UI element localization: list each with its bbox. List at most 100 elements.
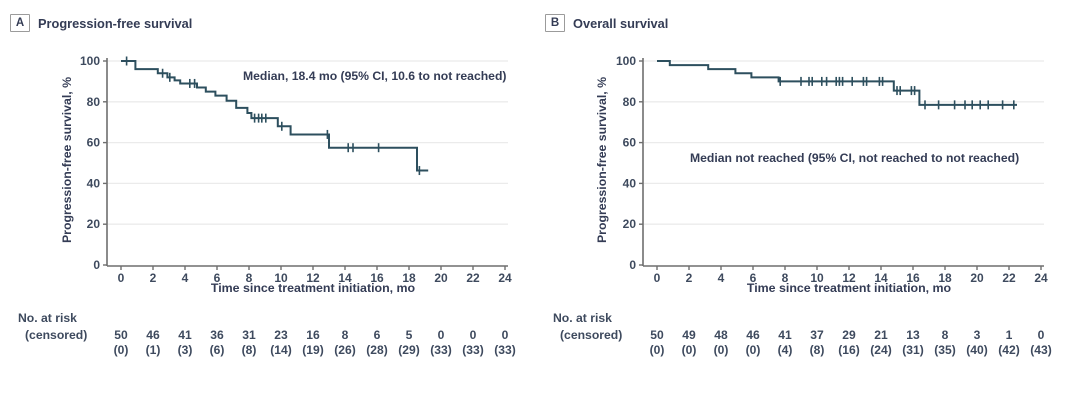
panel-a-x-axis-label: Time since treatment initiation, mo bbox=[210, 281, 416, 295]
survival-step-curve bbox=[121, 60, 429, 172]
risk-censored-count: (0) bbox=[649, 343, 665, 357]
y-tick-label: 100 bbox=[616, 54, 636, 68]
x-tick-label: 6 bbox=[214, 271, 221, 285]
risk-count: 50 bbox=[650, 328, 664, 342]
risk-censored-count: (28) bbox=[366, 343, 388, 357]
risk-count: 36 bbox=[210, 328, 224, 342]
x-tick-label: 12 bbox=[306, 271, 320, 285]
risk-count: 46 bbox=[146, 328, 160, 342]
y-tick-label: 80 bbox=[623, 95, 637, 109]
panel-b-title: Overall survival bbox=[573, 15, 669, 31]
x-tick-label: 14 bbox=[338, 271, 352, 285]
risk-count: 41 bbox=[178, 328, 192, 342]
y-tick-label: 0 bbox=[629, 258, 636, 272]
risk-count: 0 bbox=[501, 328, 509, 342]
risk-censored-count: (26) bbox=[334, 343, 356, 357]
panel-b-median-annotation: Median not reached (95% CI, not reached … bbox=[690, 151, 1020, 165]
risk-censored-count: (43) bbox=[1030, 343, 1052, 357]
risk-censored-count: (6) bbox=[209, 343, 225, 357]
x-tick-label: 24 bbox=[1034, 271, 1048, 285]
risk-censored-count: (31) bbox=[902, 343, 924, 357]
x-tick-label: 2 bbox=[686, 271, 693, 285]
panel-b-risk-header: No. at risk bbox=[553, 311, 612, 325]
x-tick-label: 2 bbox=[150, 271, 157, 285]
x-tick-label: 14 bbox=[874, 271, 888, 285]
risk-count: 0 bbox=[469, 328, 477, 342]
risk-count: 16 bbox=[306, 328, 320, 342]
panel-b-header: B Overall survival bbox=[545, 14, 668, 32]
risk-count: 1 bbox=[1005, 328, 1013, 342]
risk-count: 46 bbox=[746, 328, 760, 342]
panel-a-risk-censored-header: (censored) bbox=[25, 328, 88, 342]
risk-count: 37 bbox=[810, 328, 824, 342]
x-tick-label: 24 bbox=[498, 271, 512, 285]
risk-censored-count: (8) bbox=[809, 343, 825, 357]
risk-censored-count: (40) bbox=[966, 343, 988, 357]
x-tick-label: 0 bbox=[654, 271, 661, 285]
risk-censored-count: (8) bbox=[241, 343, 257, 357]
x-tick-label: 4 bbox=[182, 271, 189, 285]
y-tick-label: 40 bbox=[623, 176, 637, 190]
risk-count: 6 bbox=[373, 328, 381, 342]
risk-count: 29 bbox=[842, 328, 856, 342]
x-tick-label: 6 bbox=[750, 271, 757, 285]
x-tick-label: 8 bbox=[246, 271, 253, 285]
risk-censored-count: (33) bbox=[494, 343, 516, 357]
panel-a-y-axis-label: Progression-free survival, % bbox=[60, 76, 74, 244]
y-tick-label: 0 bbox=[93, 258, 100, 272]
risk-count: 49 bbox=[682, 328, 696, 342]
y-tick-label: 100 bbox=[80, 54, 100, 68]
risk-censored-count: (1) bbox=[145, 343, 161, 357]
x-tick-label: 20 bbox=[434, 271, 448, 285]
risk-censored-count: (16) bbox=[838, 343, 860, 357]
x-tick-label: 18 bbox=[938, 271, 952, 285]
risk-count: 3 bbox=[973, 328, 981, 342]
risk-censored-count: (33) bbox=[430, 343, 452, 357]
panel-b-letter-badge: B bbox=[545, 14, 565, 32]
y-tick-label: 40 bbox=[87, 176, 101, 190]
risk-censored-count: (35) bbox=[934, 343, 956, 357]
x-tick-label: 16 bbox=[906, 271, 920, 285]
risk-count: 23 bbox=[274, 328, 288, 342]
x-tick-label: 20 bbox=[970, 271, 984, 285]
y-tick-label: 60 bbox=[87, 136, 101, 150]
risk-count: 13 bbox=[906, 328, 920, 342]
risk-censored-count: (29) bbox=[398, 343, 420, 357]
risk-censored-count: (0) bbox=[745, 343, 761, 357]
panel-b-y-axis-label: Progression-free survival, % bbox=[595, 76, 609, 244]
risk-count: 0 bbox=[437, 328, 445, 342]
risk-censored-count: (0) bbox=[713, 343, 729, 357]
risk-censored-count: (3) bbox=[177, 343, 193, 357]
risk-censored-count: (19) bbox=[302, 343, 324, 357]
y-tick-label: 60 bbox=[623, 136, 637, 150]
x-tick-label: 16 bbox=[370, 271, 384, 285]
survival-step-curve bbox=[657, 60, 1017, 106]
risk-censored-count: (42) bbox=[998, 343, 1020, 357]
panel-a-risk-header: No. at risk bbox=[18, 311, 77, 325]
y-tick-label: 80 bbox=[87, 95, 101, 109]
risk-censored-count: (14) bbox=[270, 343, 292, 357]
panel-a-title: Progression-free survival bbox=[38, 15, 193, 31]
x-tick-label: 4 bbox=[718, 271, 725, 285]
x-tick-label: 0 bbox=[118, 271, 125, 285]
risk-count: 50 bbox=[114, 328, 128, 342]
risk-count: 41 bbox=[778, 328, 792, 342]
risk-count: 0 bbox=[1037, 328, 1045, 342]
risk-censored-count: (0) bbox=[681, 343, 697, 357]
x-tick-label: 12 bbox=[842, 271, 856, 285]
x-tick-label: 10 bbox=[274, 271, 288, 285]
x-tick-label: 18 bbox=[402, 271, 416, 285]
panel-a-header: A Progression-free survival bbox=[10, 14, 192, 32]
risk-count: 5 bbox=[405, 328, 413, 342]
risk-censored-count: (4) bbox=[777, 343, 793, 357]
risk-count: 21 bbox=[874, 328, 888, 342]
risk-count: 48 bbox=[714, 328, 728, 342]
risk-count: 31 bbox=[242, 328, 256, 342]
risk-censored-count: (0) bbox=[113, 343, 129, 357]
risk-count: 8 bbox=[941, 328, 949, 342]
risk-censored-count: (24) bbox=[870, 343, 892, 357]
x-tick-label: 22 bbox=[466, 271, 480, 285]
